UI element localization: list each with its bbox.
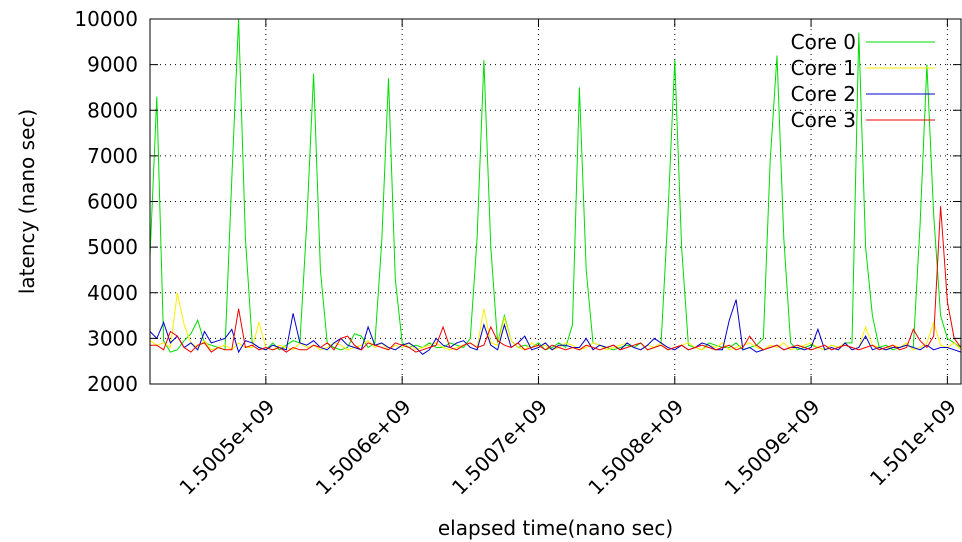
series-line-core-1 (149, 292, 962, 351)
y-tick-label: 2000 (87, 372, 138, 396)
x-tick-label: 1.501e+09 (865, 395, 961, 491)
series-lines (149, 18, 962, 355)
grid-lines (150, 19, 961, 384)
x-tick-label: 1.5005e+09 (174, 395, 279, 500)
y-tick-label: 5000 (87, 235, 138, 259)
y-tick-label: 8000 (87, 98, 138, 122)
legend-label: Core 3 (791, 108, 856, 132)
x-tick-label: 1.5006e+09 (311, 395, 416, 500)
legend-label: Core 1 (791, 56, 856, 80)
y-tick-label: 3000 (87, 326, 138, 350)
y-axis-title: latency (nano sec) (15, 109, 39, 294)
y-axis-ticks: 2000 3000 4000 5000 6000 7000 8000 9000 10000 (74, 7, 961, 396)
legend-label: Core 0 (791, 30, 856, 54)
series-line-core-3 (150, 206, 962, 353)
y-tick-label: 4000 (87, 281, 138, 305)
x-tick-label: 1.5008e+09 (583, 395, 688, 500)
series-line-core-2 (149, 299, 962, 355)
y-tick-label: 6000 (87, 190, 138, 214)
y-tick-label: 9000 (87, 53, 138, 77)
x-tick-label: 1.5009e+09 (720, 395, 825, 500)
y-tick-label: 10000 (74, 7, 138, 31)
y-tick-label: 7000 (87, 144, 138, 168)
x-axis-title: elapsed time(nano sec) (438, 516, 673, 540)
x-tick-label: 1.5007e+09 (447, 395, 552, 500)
legend-label: Core 2 (791, 82, 856, 106)
